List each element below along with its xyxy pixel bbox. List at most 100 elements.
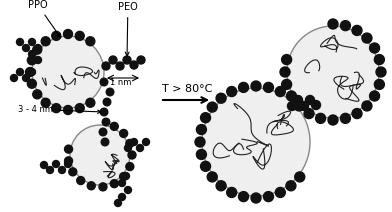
Circle shape [201, 161, 211, 171]
Circle shape [340, 113, 350, 123]
Circle shape [120, 173, 128, 181]
Circle shape [137, 56, 145, 64]
Circle shape [110, 122, 118, 130]
Circle shape [280, 67, 290, 77]
Circle shape [100, 108, 108, 116]
Circle shape [27, 56, 36, 65]
Circle shape [263, 82, 274, 92]
Circle shape [196, 149, 207, 159]
Circle shape [40, 162, 47, 169]
Circle shape [295, 172, 305, 182]
Circle shape [239, 192, 249, 202]
Circle shape [328, 19, 338, 29]
Circle shape [102, 62, 110, 70]
Circle shape [125, 187, 131, 194]
Circle shape [103, 98, 111, 106]
Circle shape [131, 138, 138, 145]
Text: 3 - 4 nm: 3 - 4 nm [18, 105, 101, 114]
Circle shape [370, 91, 379, 101]
Text: PEO: PEO [118, 2, 138, 56]
Circle shape [99, 128, 107, 136]
Circle shape [25, 67, 34, 77]
Circle shape [75, 104, 84, 113]
Circle shape [53, 160, 60, 167]
Circle shape [352, 25, 362, 35]
Circle shape [47, 166, 53, 173]
Circle shape [52, 104, 61, 113]
Circle shape [362, 33, 372, 43]
Circle shape [123, 56, 131, 64]
Circle shape [33, 45, 42, 54]
Circle shape [287, 102, 296, 110]
Circle shape [207, 102, 217, 112]
Circle shape [65, 145, 73, 153]
Circle shape [116, 62, 124, 70]
Circle shape [287, 91, 296, 101]
Circle shape [376, 67, 386, 77]
Circle shape [294, 95, 303, 105]
Circle shape [328, 115, 338, 125]
Circle shape [299, 102, 309, 110]
Circle shape [281, 54, 292, 65]
Circle shape [99, 183, 107, 191]
Circle shape [312, 100, 321, 110]
Circle shape [29, 68, 36, 75]
Circle shape [16, 68, 24, 75]
Circle shape [41, 98, 50, 107]
Circle shape [286, 181, 296, 191]
Circle shape [110, 180, 118, 188]
Circle shape [114, 199, 122, 206]
Circle shape [281, 80, 292, 89]
Circle shape [87, 182, 95, 190]
Text: PPO: PPO [28, 0, 61, 38]
Circle shape [64, 29, 73, 39]
Circle shape [196, 124, 207, 135]
Circle shape [340, 21, 350, 31]
Circle shape [202, 88, 310, 196]
Circle shape [305, 95, 314, 105]
Circle shape [118, 180, 125, 187]
Circle shape [275, 187, 285, 197]
Text: 1 nm: 1 nm [110, 78, 131, 87]
Circle shape [34, 45, 42, 52]
Circle shape [32, 36, 104, 108]
Circle shape [102, 118, 110, 126]
Circle shape [216, 93, 226, 103]
Circle shape [33, 90, 42, 99]
Circle shape [120, 130, 128, 137]
Circle shape [58, 166, 65, 173]
Circle shape [143, 138, 149, 145]
Circle shape [207, 172, 217, 182]
Circle shape [128, 151, 136, 159]
Circle shape [201, 113, 211, 123]
Circle shape [64, 106, 73, 114]
Circle shape [374, 80, 385, 89]
Circle shape [136, 145, 143, 152]
Circle shape [27, 79, 36, 88]
Circle shape [263, 192, 274, 202]
Circle shape [287, 26, 379, 118]
Circle shape [126, 139, 134, 147]
Circle shape [125, 145, 131, 152]
Circle shape [195, 137, 205, 147]
Circle shape [251, 193, 261, 203]
Circle shape [227, 187, 237, 197]
Circle shape [239, 82, 249, 92]
Circle shape [41, 37, 50, 46]
Text: T > 80°C: T > 80°C [162, 84, 212, 94]
Circle shape [65, 157, 73, 165]
Circle shape [275, 86, 285, 96]
Circle shape [86, 98, 95, 107]
Circle shape [34, 57, 42, 64]
Circle shape [22, 74, 29, 81]
Circle shape [118, 194, 125, 201]
Circle shape [70, 125, 130, 185]
Circle shape [69, 168, 77, 176]
Circle shape [109, 56, 117, 64]
Circle shape [100, 78, 108, 86]
Circle shape [126, 163, 134, 171]
Circle shape [29, 39, 36, 46]
Circle shape [216, 181, 226, 191]
Circle shape [65, 160, 71, 167]
Circle shape [11, 74, 18, 81]
